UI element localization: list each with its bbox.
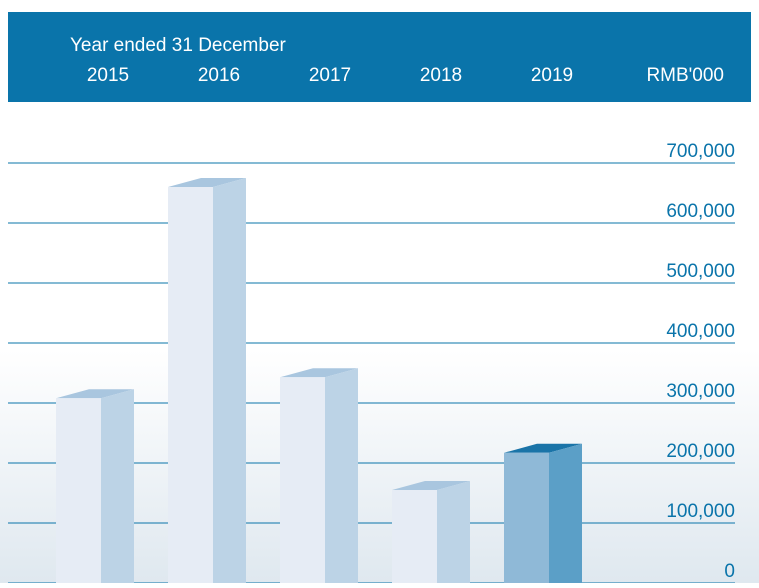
bar (504, 453, 549, 583)
x-tick-label: 2019 (531, 65, 573, 86)
y-tick-label: 200,000 (666, 441, 735, 462)
bar-side (325, 368, 358, 583)
bar-side (101, 389, 134, 583)
x-tick-label: 2016 (198, 65, 240, 86)
x-tick-label: 2017 (309, 65, 351, 86)
y-tick-label: 300,000 (666, 381, 735, 402)
y-tick-label: 700,000 (666, 141, 735, 162)
x-tick-label: 2018 (420, 65, 462, 86)
y-tick-label: 400,000 (666, 321, 735, 342)
bar (392, 490, 437, 583)
chart: Year ended 31 December RMB'000 0 100,000 2… (0, 0, 759, 583)
bar (168, 187, 213, 583)
bar (56, 398, 101, 583)
y-tick-label: 0 (724, 561, 735, 582)
header-band (8, 12, 751, 102)
y-tick-label: 100,000 (666, 501, 735, 522)
y-tick-label: 500,000 (666, 261, 735, 282)
y-tick-label: 600,000 (666, 201, 735, 222)
bar (280, 377, 325, 583)
unit-label: RMB'000 (646, 65, 724, 86)
x-tick-label: 2015 (87, 65, 129, 86)
bar-side (437, 481, 470, 583)
bar-side (549, 444, 582, 583)
header-title: Year ended 31 December (70, 35, 287, 56)
bar-side (213, 178, 246, 583)
